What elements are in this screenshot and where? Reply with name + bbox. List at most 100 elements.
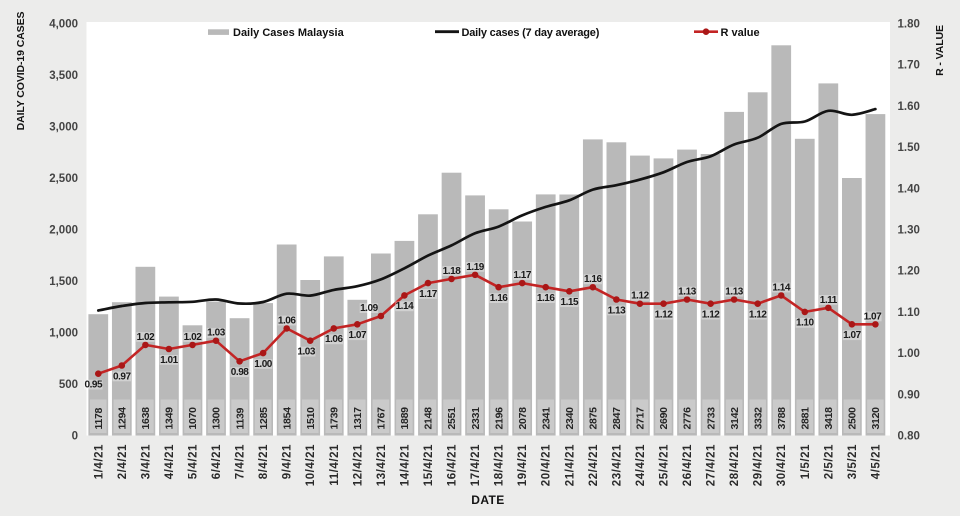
svg-text:0: 0	[72, 431, 78, 443]
svg-text:1.13: 1.13	[608, 305, 627, 316]
svg-text:26/4/21: 26/4/21	[682, 444, 694, 486]
svg-text:1.12: 1.12	[655, 310, 674, 321]
svg-text:3788: 3788	[776, 407, 788, 430]
svg-text:2,000: 2,000	[49, 225, 78, 237]
svg-text:2881: 2881	[800, 407, 812, 430]
svg-text:1638: 1638	[140, 407, 152, 430]
svg-text:3/4/21: 3/4/21	[140, 444, 152, 479]
svg-text:3418: 3418	[823, 407, 835, 430]
svg-text:1.14: 1.14	[396, 301, 415, 312]
svg-text:27/4/21: 27/4/21	[706, 444, 718, 486]
svg-text:1739: 1739	[329, 407, 341, 430]
svg-text:8/4/21: 8/4/21	[258, 444, 270, 479]
svg-text:20/4/21: 20/4/21	[541, 444, 553, 486]
svg-text:6/4/21: 6/4/21	[211, 444, 223, 479]
svg-text:1.06: 1.06	[325, 334, 344, 345]
svg-text:4/5/21: 4/5/21	[870, 444, 882, 479]
svg-text:4,000: 4,000	[49, 19, 78, 31]
svg-text:1.30: 1.30	[898, 225, 920, 237]
svg-text:2551: 2551	[446, 407, 458, 430]
svg-text:1889: 1889	[399, 407, 411, 430]
svg-text:30/4/21: 30/4/21	[776, 444, 788, 486]
svg-text:24/4/21: 24/4/21	[635, 444, 647, 486]
svg-text:2078: 2078	[517, 407, 529, 430]
svg-text:1.18: 1.18	[443, 266, 462, 277]
svg-text:1.00: 1.00	[254, 359, 273, 370]
svg-text:2847: 2847	[611, 407, 623, 430]
svg-text:1178: 1178	[93, 407, 105, 429]
svg-text:1300: 1300	[211, 407, 223, 430]
svg-text:1.03: 1.03	[297, 347, 316, 358]
svg-text:1.17: 1.17	[513, 270, 532, 281]
svg-text:10/4/21: 10/4/21	[305, 444, 317, 486]
svg-text:0.97: 0.97	[113, 371, 132, 382]
svg-text:1.19: 1.19	[466, 262, 485, 273]
svg-text:1.13: 1.13	[725, 287, 744, 298]
svg-text:3,000: 3,000	[49, 122, 78, 134]
svg-text:2733: 2733	[705, 407, 717, 430]
svg-text:28/4/21: 28/4/21	[729, 444, 741, 486]
svg-text:1.16: 1.16	[537, 293, 556, 304]
svg-text:1.16: 1.16	[584, 274, 603, 285]
svg-text:2875: 2875	[588, 407, 600, 430]
svg-text:2/4/21: 2/4/21	[117, 444, 129, 479]
svg-text:1.10: 1.10	[898, 307, 920, 319]
svg-text:0.95: 0.95	[84, 380, 103, 391]
svg-text:14/4/21: 14/4/21	[399, 444, 411, 486]
svg-text:1.02: 1.02	[137, 332, 156, 343]
svg-text:1.10: 1.10	[796, 318, 815, 329]
svg-text:2690: 2690	[658, 407, 670, 430]
svg-text:2331: 2331	[470, 407, 482, 430]
svg-text:Daily Cases Malaysia: Daily Cases Malaysia	[233, 27, 345, 39]
svg-text:22/4/21: 22/4/21	[588, 444, 600, 486]
svg-text:19/4/21: 19/4/21	[517, 444, 529, 486]
svg-text:1.12: 1.12	[749, 310, 768, 321]
svg-text:1.03: 1.03	[207, 328, 226, 339]
svg-text:1.00: 1.00	[898, 348, 920, 360]
svg-text:3/5/21: 3/5/21	[847, 444, 859, 479]
svg-text:1/4/21: 1/4/21	[93, 444, 105, 479]
svg-text:1.14: 1.14	[772, 282, 791, 293]
svg-text:13/4/21: 13/4/21	[376, 444, 388, 486]
svg-text:1294: 1294	[117, 407, 129, 430]
svg-text:15/4/21: 15/4/21	[423, 444, 435, 486]
svg-text:1070: 1070	[187, 407, 199, 430]
svg-text:R value: R value	[721, 27, 760, 39]
svg-text:1.12: 1.12	[631, 291, 650, 302]
svg-text:7/4/21: 7/4/21	[235, 444, 247, 479]
svg-text:1.07: 1.07	[864, 311, 883, 322]
svg-text:0.90: 0.90	[898, 389, 920, 401]
svg-text:1.01: 1.01	[160, 355, 179, 366]
svg-text:9/4/21: 9/4/21	[282, 444, 294, 479]
svg-text:3332: 3332	[752, 407, 764, 430]
svg-text:2341: 2341	[540, 407, 552, 430]
svg-text:2717: 2717	[635, 407, 647, 430]
svg-text:1.13: 1.13	[678, 287, 697, 298]
svg-text:Daily cases (7 day average): Daily cases (7 day average)	[462, 27, 600, 39]
svg-text:1.12: 1.12	[702, 310, 721, 321]
svg-text:2776: 2776	[682, 407, 694, 430]
svg-text:11/4/21: 11/4/21	[329, 444, 341, 486]
svg-text:1.11: 1.11	[820, 295, 838, 306]
svg-text:1349: 1349	[164, 407, 176, 430]
svg-text:2,500: 2,500	[49, 173, 78, 185]
svg-text:2/5/21: 2/5/21	[823, 444, 835, 479]
svg-text:1.20: 1.20	[898, 266, 920, 278]
svg-text:2340: 2340	[564, 407, 576, 430]
svg-text:1.70: 1.70	[898, 60, 920, 72]
svg-text:R - VALUE: R - VALUE	[934, 25, 946, 76]
svg-text:500: 500	[59, 379, 78, 391]
svg-text:21/4/21: 21/4/21	[564, 444, 576, 486]
svg-text:1.50: 1.50	[898, 142, 920, 154]
svg-text:1.60: 1.60	[898, 101, 920, 113]
svg-text:1.07: 1.07	[843, 330, 862, 341]
svg-text:1767: 1767	[376, 407, 388, 430]
svg-text:3120: 3120	[870, 407, 882, 430]
svg-text:1,000: 1,000	[49, 328, 78, 340]
svg-text:1/5/21: 1/5/21	[800, 444, 812, 479]
svg-text:16/4/21: 16/4/21	[447, 444, 459, 486]
svg-text:18/4/21: 18/4/21	[494, 444, 506, 486]
svg-text:17/4/21: 17/4/21	[470, 444, 482, 486]
svg-text:2500: 2500	[847, 407, 859, 430]
svg-text:1854: 1854	[281, 407, 293, 430]
